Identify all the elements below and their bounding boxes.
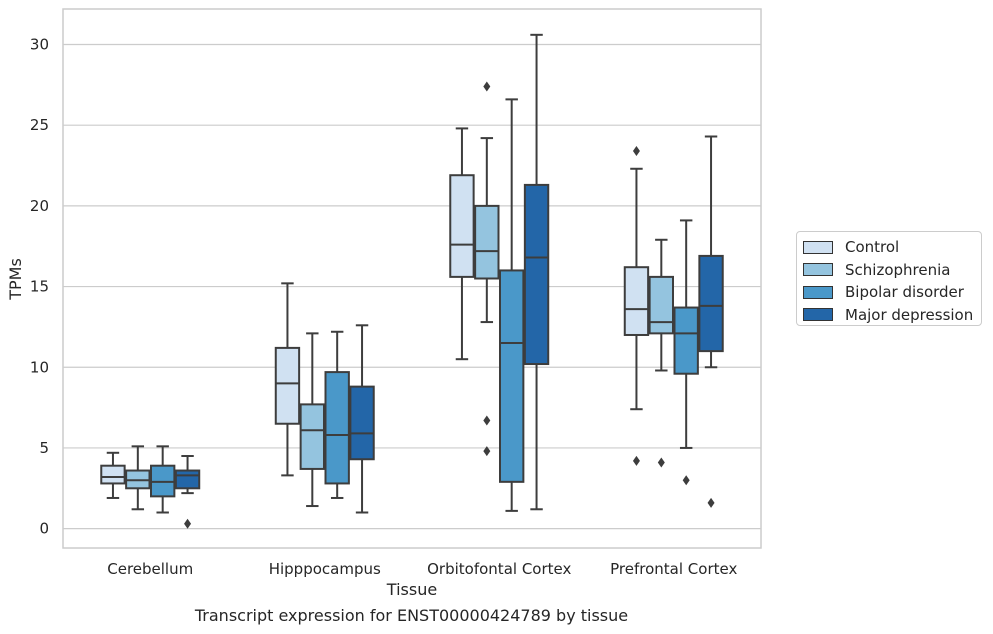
y-tick-label: 5 [39,439,49,457]
iqr-box [324,371,350,485]
legend-item: Control [803,236,981,259]
legend-label: Major depression [845,305,974,324]
outlier-point [184,518,192,529]
box-control [100,451,126,499]
box-schizophrenia [474,81,500,457]
box-control [623,146,650,466]
grid-lines [63,43,761,530]
box-major-depression [174,455,201,529]
legend-label: Schizophrenia [845,260,951,279]
box-control [449,127,475,361]
box-schizophrenia [648,238,674,468]
box-major-depression [349,324,375,514]
box-major-depression [523,33,550,511]
legend-label: Bipolar disorder [845,283,964,302]
x-tick-label: Hipppocampus [269,560,381,578]
legend-swatch [803,285,833,299]
iqr-box [523,183,550,366]
legend-swatch [803,240,833,254]
plot-area-frame [62,8,762,549]
iqr-box [673,306,699,375]
legend-item: Bipolar disorder [803,281,981,304]
outlier-point [657,457,665,468]
box-schizophrenia [299,332,326,508]
x-tick-label: Prefrontal Cortex [610,560,737,578]
legend-swatch [803,263,833,277]
y-tick-label: 10 [30,358,49,376]
box-marks [100,33,724,529]
x-tick-label: Cerebellum [107,560,193,578]
y-tick-label: 30 [30,36,49,54]
iqr-box [623,266,650,336]
outlier-point [707,497,715,508]
y-tick-labels: 0 5 10 15 20 25 30 [30,36,49,538]
legend: Control Schizophrenia Bipolar disorder Majo… [796,231,982,326]
outlier-point [483,415,491,426]
y-tick-label: 25 [30,116,49,134]
box-control [274,282,301,477]
box-bipolar-disorder [150,445,176,514]
box-major-depression [698,135,724,508]
iqr-box [274,346,301,425]
outlier-point [682,475,690,486]
iqr-box [100,464,126,485]
y-axis-title: TPMs [6,258,25,301]
outlier-point [632,146,640,157]
legend-label: Control [845,238,900,257]
iqr-box [474,204,500,280]
iqr-box [499,269,525,483]
legend-item: Major depression [803,304,981,327]
box-bipolar-disorder [324,330,350,499]
legend-swatch [803,308,833,322]
iqr-box [648,275,674,335]
iqr-box [698,254,724,353]
chart-caption: Transcript expression for ENST0000042478… [194,606,629,625]
iqr-box [299,403,326,470]
y-tick-label: 0 [39,520,49,538]
outlier-point [483,81,491,92]
iqr-box [174,469,201,490]
x-tick-labels: Cerebellum Hipppocampus Orbitofontal Corte… [107,560,737,578]
iqr-box [349,385,375,461]
x-axis-title: Tissue [386,580,437,599]
box-schizophrenia [125,445,151,511]
box-bipolar-disorder [499,98,525,512]
outlier-point [632,455,640,466]
x-tick-label: Orbitofontal Cortex [427,560,571,578]
y-tick-label: 20 [30,197,49,215]
legend-item: Schizophrenia [803,259,981,282]
box-bipolar-disorder [673,219,699,486]
y-tick-label: 15 [30,278,49,296]
iqr-box [449,174,475,278]
outlier-point [483,446,491,457]
